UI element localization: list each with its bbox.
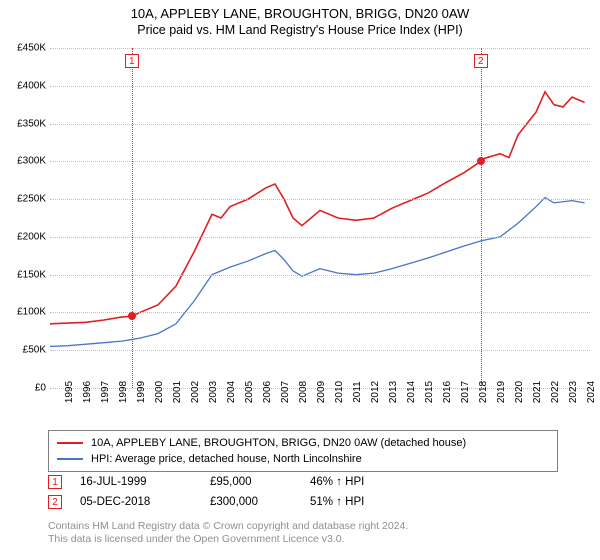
sales-row: 1 16-JUL-1999£95,00046% ↑ HPI [48,472,410,492]
y-tick-label: £50K [23,345,46,356]
sales-date: 16-JUL-1999 [80,476,210,488]
sales-row: 2 05-DEC-2018£300,00051% ↑ HPI [48,492,410,512]
marker-vline [132,48,133,388]
footer-attribution: Contains HM Land Registry data © Crown c… [48,520,408,546]
sales-table: 1 16-JUL-1999£95,00046% ↑ HPI 2 05-DEC-2018… [48,472,410,512]
footer-line: This data is licensed under the Open Gov… [48,533,408,546]
legend-swatch [57,442,83,444]
y-tick-label: £400K [17,80,46,91]
sales-marker-box: 2 [48,495,62,509]
y-tick-label: £200K [17,231,46,242]
legend-label: 10A, APPLEBY LANE, BROUGHTON, BRIGG, DN2… [91,437,466,449]
x-tick-label: 2025 [590,381,600,403]
sales-date: 05-DEC-2018 [80,496,210,508]
sales-price: £95,000 [210,476,310,488]
plot-area: 12 [50,48,590,388]
legend-swatch [57,458,83,460]
y-tick-label: £250K [17,194,46,205]
sales-price: £300,000 [210,496,310,508]
chart-area: £0 £50K £100K £150K £200K £250K £300K £350K £400… [6,48,594,418]
legend-label: HPI: Average price, detached house, Nort… [91,453,362,465]
series-line [50,198,585,347]
marker-label-box: 2 [474,54,488,68]
chart-title: 10A, APPLEBY LANE, BROUGHTON, BRIGG, DN2… [0,6,600,21]
title-block: 10A, APPLEBY LANE, BROUGHTON, BRIGG, DN2… [0,0,600,37]
y-axis: £0£50K£100K£150K£200K£250K£300K£350K£400… [6,48,50,388]
y-tick-label: £150K [17,269,46,280]
legend-item: 10A, APPLEBY LANE, BROUGHTON, BRIGG, DN2… [57,435,549,451]
marker-dot [128,312,136,320]
y-tick-label: £450K [17,43,46,54]
y-tick-label: £0 [35,383,46,394]
y-tick-label: £100K [17,307,46,318]
sales-marker-box: 1 [48,475,62,489]
y-tick-label: £300K [17,156,46,167]
chart-container: 10A, APPLEBY LANE, BROUGHTON, BRIGG, DN2… [0,0,600,560]
sales-hpi: 51% ↑ HPI [310,496,410,508]
chart-subtitle: Price paid vs. HM Land Registry's House … [0,23,600,37]
y-tick-label: £350K [17,118,46,129]
legend: 10A, APPLEBY LANE, BROUGHTON, BRIGG, DN2… [48,430,558,472]
x-axis: 1995199619971998199920002001200220032004… [50,388,590,418]
marker-dot [477,157,485,165]
sales-hpi: 46% ↑ HPI [310,476,410,488]
legend-item: HPI: Average price, detached house, Nort… [57,451,549,467]
marker-vline [481,48,482,388]
marker-label-box: 1 [125,54,139,68]
footer-line: Contains HM Land Registry data © Crown c… [48,520,408,533]
series-line [50,92,585,324]
